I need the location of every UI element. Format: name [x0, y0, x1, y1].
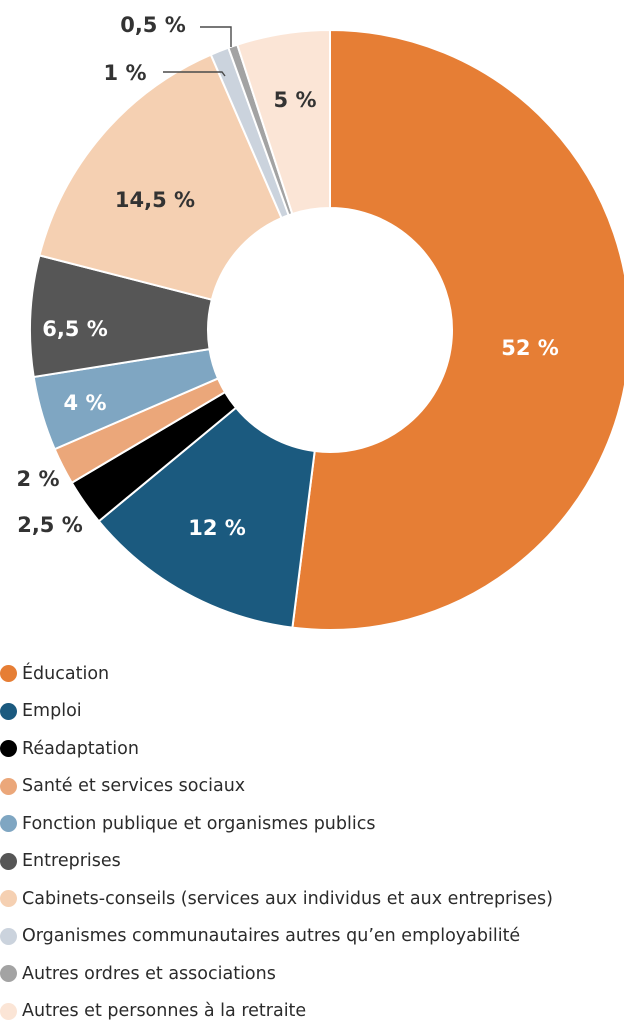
legend-swatch — [0, 778, 17, 795]
legend-item: Réadaptation — [0, 730, 624, 768]
legend-item: Autres ordres et associations — [0, 955, 624, 993]
legend-item: Cabinets-conseils (services aux individu… — [0, 880, 624, 918]
legend-item: Emploi — [0, 693, 624, 731]
legend-swatch — [0, 1003, 17, 1020]
slice-label-7: 1 % — [104, 61, 147, 85]
slice-label-4: 4 % — [64, 391, 107, 415]
slice-label-1: 12 % — [188, 516, 246, 540]
legend-label: Emploi — [22, 701, 82, 721]
legend-swatch — [0, 815, 17, 832]
legend-swatch — [0, 740, 17, 757]
legend-label: Cabinets-conseils (services aux individu… — [22, 889, 553, 909]
legend-swatch — [0, 928, 17, 945]
legend-item: Autres et personnes à la retraite — [0, 993, 624, 1030]
slice-label-8: 0,5 % — [120, 13, 186, 37]
chart-legend: Éducation Emploi Réadaptation Santé et serv… — [0, 655, 624, 1030]
legend-item: Santé et services sociaux — [0, 768, 624, 806]
slice-label-6: 14,5 % — [115, 188, 195, 212]
legend-label: Entreprises — [22, 851, 121, 871]
legend-item: Entreprises — [0, 843, 624, 881]
slice-label-3: 2 % — [17, 467, 60, 491]
chart-slices — [30, 30, 624, 630]
legend-swatch — [0, 703, 17, 720]
legend-label: Organismes communautaires autres qu’en e… — [22, 926, 520, 946]
legend-label: Santé et services sociaux — [22, 776, 245, 796]
legend-item: Organismes communautaires autres qu’en e… — [0, 918, 624, 956]
legend-swatch — [0, 965, 17, 982]
legend-label: Réadaptation — [22, 739, 139, 759]
slice-label-0: 52 % — [501, 336, 559, 360]
leader-line-0-5 — [200, 27, 231, 47]
donut-chart: 52 % 12 % 2,5 % 2 % 4 % 6,5 % 14,5 % 1 % 0,5 % 5 … — [0, 0, 624, 640]
slice-label-9: 5 % — [274, 88, 317, 112]
legend-swatch — [0, 890, 17, 907]
legend-label: Fonction publique et organismes publics — [22, 814, 375, 834]
slice-label-5: 6,5 % — [42, 317, 108, 341]
legend-label: Autres et personnes à la retraite — [22, 1001, 306, 1021]
legend-item: Fonction publique et organismes publics — [0, 805, 624, 843]
slice-0 — [292, 30, 624, 630]
legend-item: Éducation — [0, 655, 624, 693]
legend-swatch — [0, 665, 17, 682]
legend-label: Autres ordres et associations — [22, 964, 276, 984]
legend-label: Éducation — [22, 664, 109, 684]
legend-swatch — [0, 853, 17, 870]
slice-label-2: 2,5 % — [17, 513, 83, 537]
